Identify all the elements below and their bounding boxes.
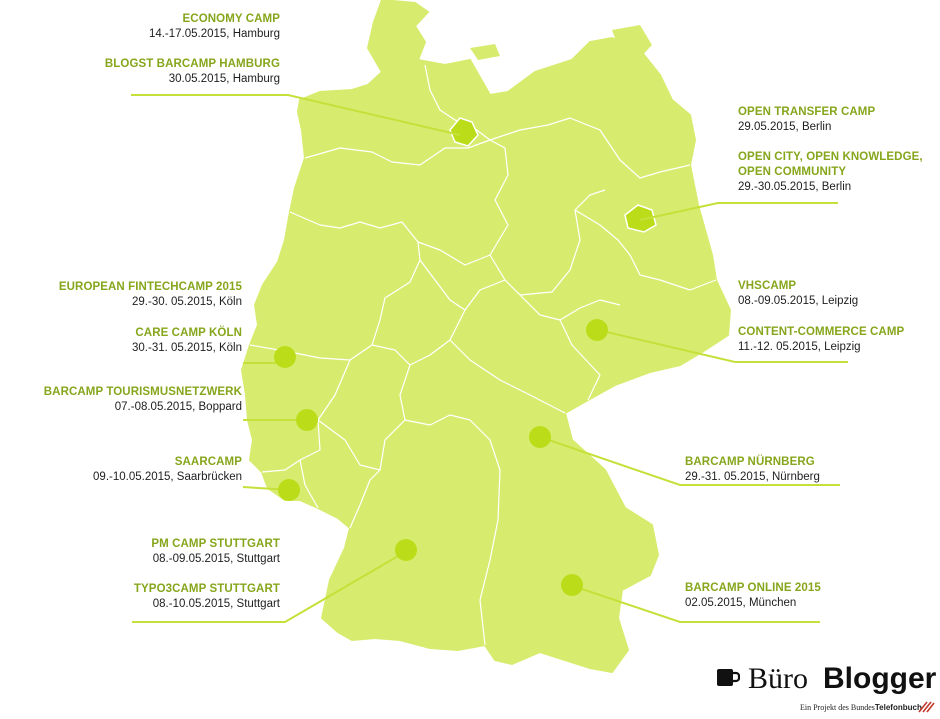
germany-island-fehmarn — [470, 44, 500, 60]
event-date: 11.-12. 05.2015, Leipzig — [738, 341, 861, 353]
saarbruecken-marker — [278, 479, 300, 501]
event-date: 30.05.2015, Hamburg — [168, 73, 280, 85]
event-date: 08.-09.05.2015, Leipzig — [738, 295, 859, 307]
logo-text-buero: Büro — [748, 662, 808, 695]
hamburg-area — [449, 117, 479, 147]
germany-land — [240, 0, 732, 674]
event-title: CONTENT-COMMERCE CAMP — [738, 326, 905, 338]
event-blogst-barcamp: BLOGST BARCAMP HAMBURG 30.05.2015, Hambu… — [0, 57, 280, 87]
event-title: TYPO3CAMP STUTTGART — [133, 583, 280, 595]
event-title: ECONOMY CAMP — [182, 13, 280, 25]
event-date: 14.-17.05.2015, Hamburg — [148, 28, 280, 40]
event-date: 29.05.2015, Berlin — [738, 121, 832, 133]
koeln-marker — [274, 346, 296, 368]
event-title: OPEN TRANSFER CAMP — [738, 106, 876, 118]
stuttgart-marker — [395, 539, 417, 561]
event-date: 07.-08.05.2015, Boppard — [114, 401, 242, 413]
event-open-city: OPEN CITY, OPEN KNOWLEDGE, OPEN COMMUNIT… — [738, 150, 938, 195]
event-title: PM CAMP STUTTGART — [151, 538, 280, 550]
berlin-area — [624, 204, 657, 233]
event-title: CARE CAMP KÖLN — [135, 327, 242, 339]
event-title: OPEN CITY, OPEN KNOWLEDGE, OPEN COMMUNIT… — [738, 151, 923, 178]
event-economy-camp: ECONOMY CAMP 14.-17.05.2015, Hamburg — [0, 12, 280, 42]
coffee-mug-icon — [717, 669, 740, 686]
bundestelefonbuch-stripes-icon — [918, 701, 935, 713]
logo-tagline: Ein Projekt des BundesTelefonbuch — [800, 703, 922, 712]
event-date: 29.-31. 05.2015, Nürnberg — [685, 471, 820, 483]
event-typo3camp-stuttgart: TYPO3CAMP STUTTGART 08.-10.05.2015, Stut… — [0, 582, 280, 612]
event-barcamp-tourismusnetzwerk: BARCAMP TOURISMUSNETZWERK 07.-08.05.2015… — [0, 385, 242, 415]
buerobogger-logo[interactable]: Büro Blogger Ein Projekt des BundesTelef… — [712, 662, 937, 717]
event-date: 09.-10.05.2015, Saarbrücken — [93, 471, 242, 483]
state-borders — [249, 64, 717, 646]
event-title: BARCAMP ONLINE 2015 — [685, 582, 821, 594]
event-saarcamp: SAARCAMP 09.-10.05.2015, Saarbrücken — [0, 455, 242, 485]
event-date: 29.-30.05.2015, Berlin — [738, 181, 852, 193]
event-title: EUROPEAN FINTECHCAMP 2015 — [58, 281, 242, 293]
event-open-transfer-camp: OPEN TRANSFER CAMP 29.05.2015, Berlin — [738, 105, 938, 135]
nuernberg-marker — [529, 426, 551, 448]
event-title: SAARCAMP — [174, 456, 242, 468]
event-barcamp-online: BARCAMP ONLINE 2015 02.05.2015, München — [685, 581, 905, 611]
event-pm-camp-stuttgart: PM CAMP STUTTGART 08.-09.05.2015, Stuttg… — [0, 537, 280, 567]
event-date: 08.-10.05.2015, Stuttgart — [152, 598, 280, 610]
event-content-commerce-camp: CONTENT-COMMERCE CAMP 11.-12. 05.2015, L… — [738, 325, 938, 355]
event-title: BARCAMP TOURISMUSNETZWERK — [43, 386, 242, 398]
event-title: BLOGST BARCAMP HAMBURG — [104, 58, 280, 70]
boppard-marker — [296, 409, 318, 431]
tagline-bold: Telefonbuch — [874, 703, 922, 712]
event-care-camp-koeln: CARE CAMP KÖLN 30.-31. 05.2015, Köln — [0, 326, 242, 356]
event-date: 08.-09.05.2015, Stuttgart — [152, 553, 280, 565]
event-barcamp-nuernberg: BARCAMP NÜRNBERG 29.-31. 05.2015, Nürnbe… — [685, 455, 905, 485]
muenchen-marker — [561, 574, 583, 596]
event-european-fintechcamp: EUROPEAN FINTECHCAMP 2015 29.-30. 05.201… — [0, 280, 242, 310]
event-markers — [274, 319, 608, 596]
event-vhscamp: VHSCAMP 08.-09.05.2015, Leipzig — [738, 279, 938, 309]
event-title: BARCAMP NÜRNBERG — [685, 456, 815, 468]
germany-island-ruegen — [612, 25, 652, 60]
leader-lines — [131, 94, 848, 623]
event-date: 30.-31. 05.2015, Köln — [132, 342, 242, 354]
logo-text-blogger: Blogger — [823, 662, 937, 695]
event-title: VHSCAMP — [738, 280, 797, 292]
tagline-prefix: Ein Projekt des — [800, 703, 851, 712]
tagline-mid: Bundes — [850, 703, 875, 712]
leipzig-marker — [586, 319, 608, 341]
event-date: 02.05.2015, München — [685, 597, 797, 609]
event-date: 29.-30. 05.2015, Köln — [132, 296, 242, 308]
